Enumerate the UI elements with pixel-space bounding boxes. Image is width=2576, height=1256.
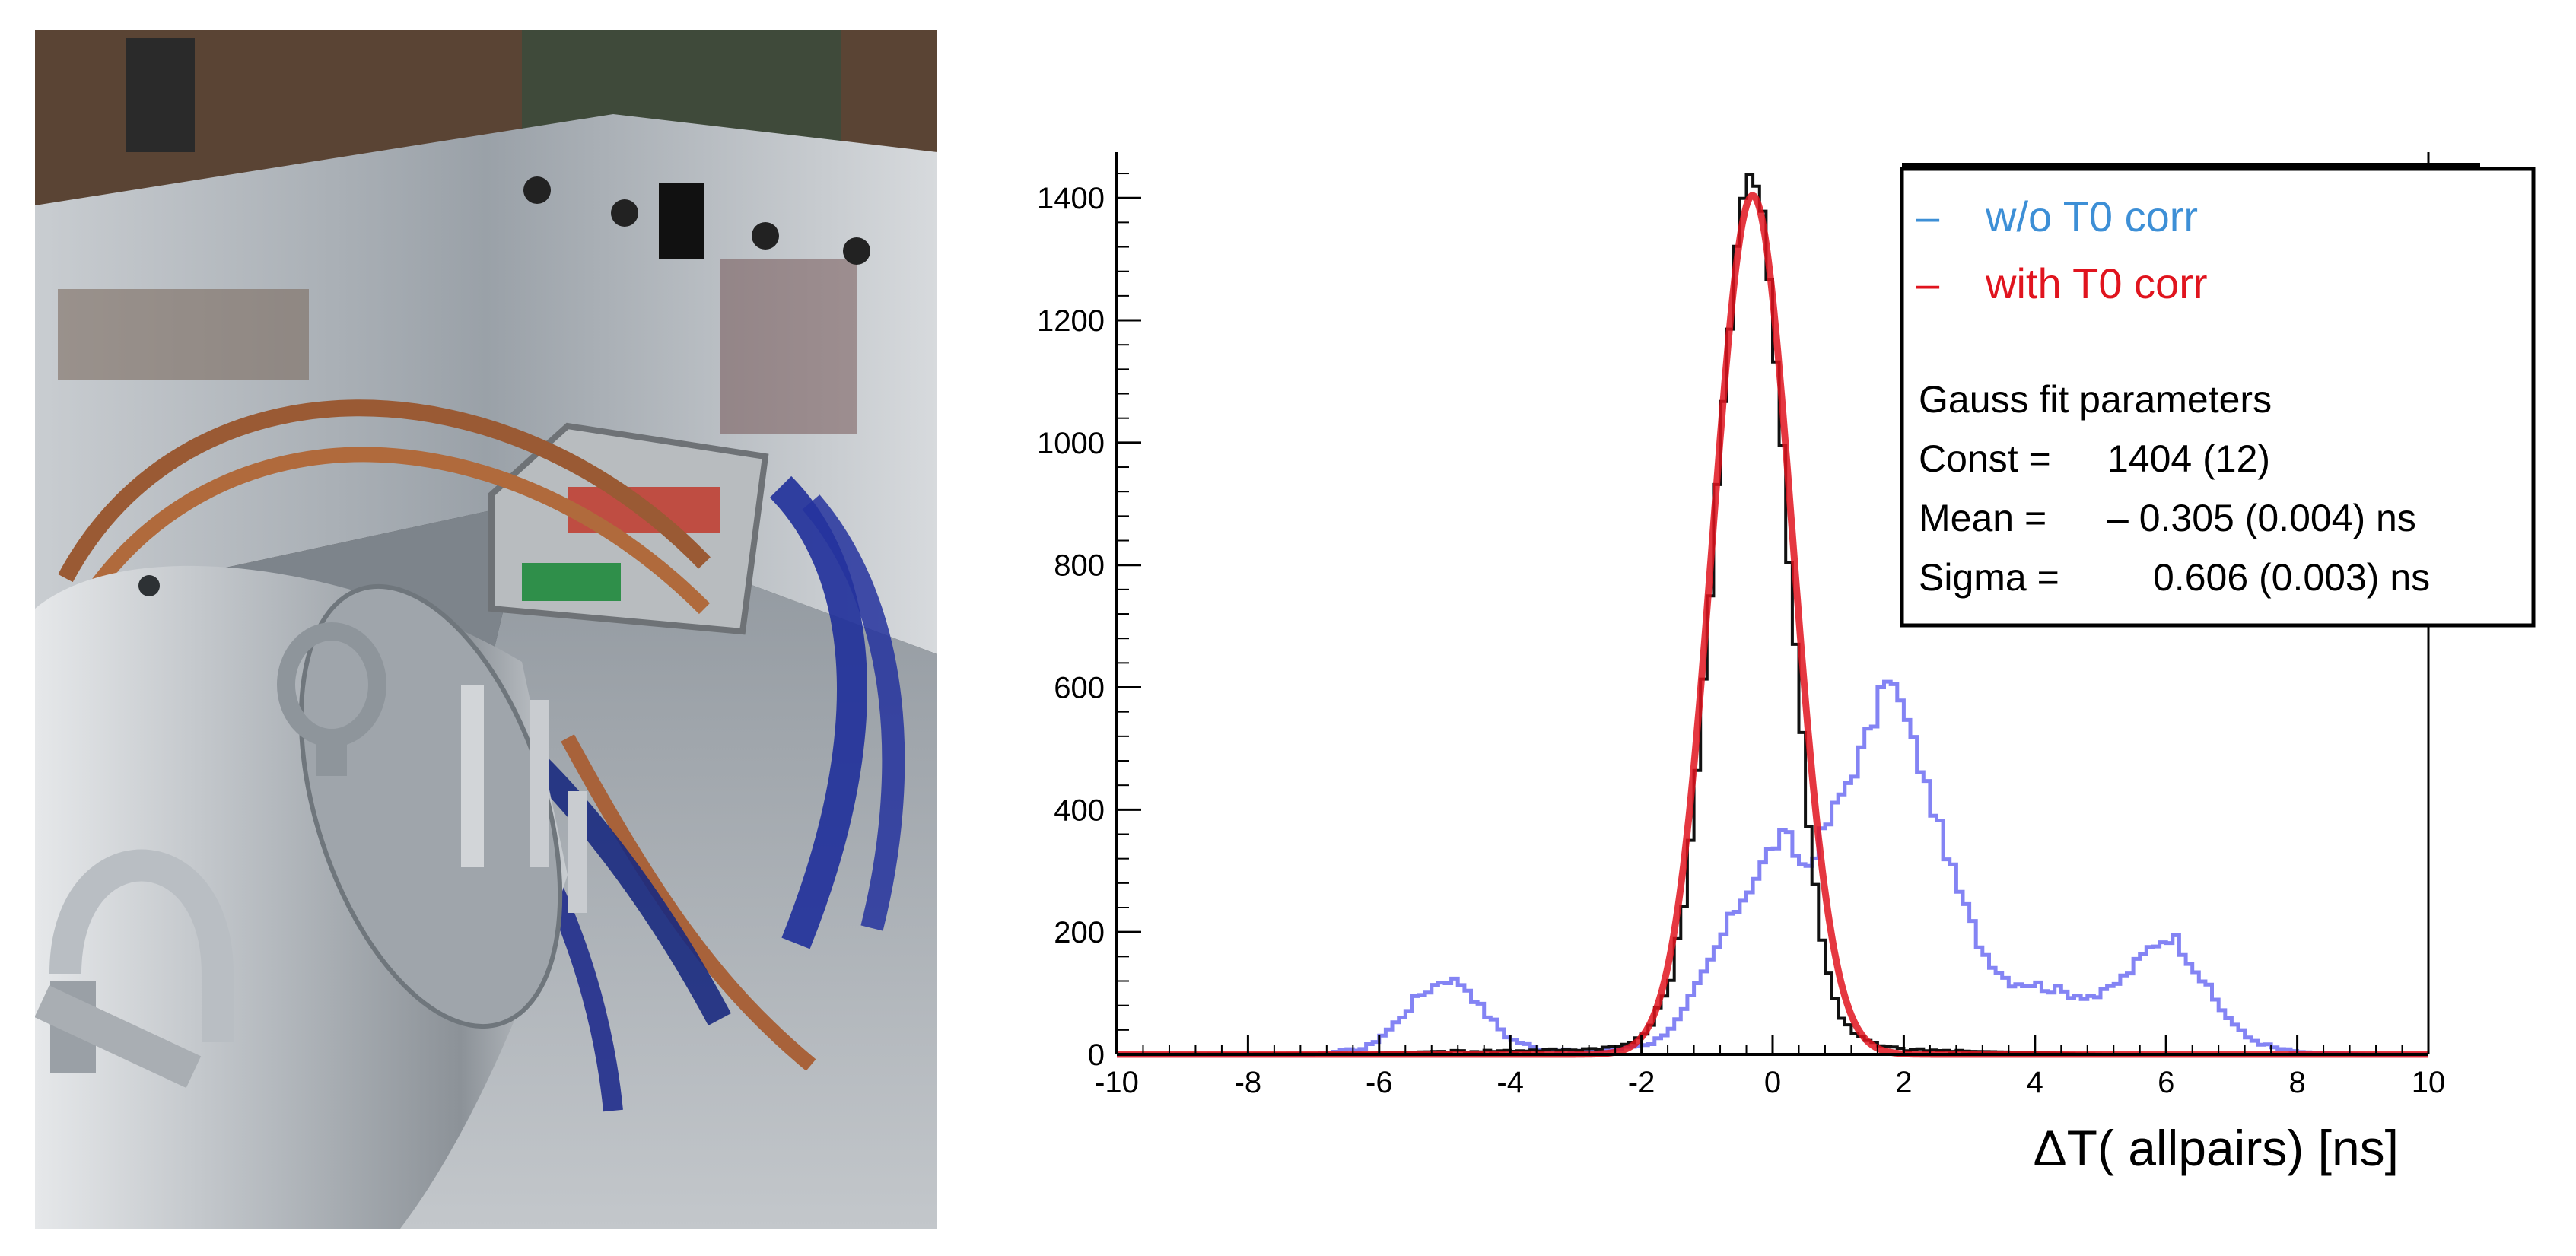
x-tick-label: 4 xyxy=(2027,1066,2043,1099)
y-tick-label: 1400 xyxy=(1037,182,1105,215)
y-tick-label: 400 xyxy=(1054,793,1105,827)
detector-apparatus-photo-icon xyxy=(35,30,937,1229)
y-tick-label: 800 xyxy=(1054,549,1105,583)
x-tick-label: -10 xyxy=(1095,1066,1139,1099)
x-tick-label: 8 xyxy=(2288,1066,2305,1099)
x-tick-label: 2 xyxy=(1895,1066,1912,1099)
legend-dash-blue: – xyxy=(1916,192,1940,240)
legend-entry-without-t0: w/o T0 corr xyxy=(1985,192,2198,240)
fit-sigma-value: 0.606 (0.003) ns xyxy=(2153,556,2430,599)
axis-layer: -10 -8 -6 -4 -2 0 2 4 6 8 10 0 200 400 600 800 1000 1200 1… xyxy=(1037,152,2445,1099)
x-tick-label: -6 xyxy=(1366,1066,1393,1099)
legend-box: – w/o T0 corr – with T0 corr Gauss fit p… xyxy=(1900,163,2536,628)
chart: -10 -8 -6 -4 -2 0 2 4 6 8 10 0 200 400 600 800 1000 1200 1… xyxy=(989,122,2549,1217)
fit-mean-value: – 0.305 (0.004) ns xyxy=(2107,497,2416,539)
series-without-t0-histogram xyxy=(1117,679,2428,1057)
x-tick-label: -4 xyxy=(1496,1066,1524,1099)
x-tick-label: 6 xyxy=(2158,1066,2174,1099)
detector-photo xyxy=(35,30,937,1229)
legend-frame xyxy=(1900,167,2536,628)
fit-mean-label: Mean = xyxy=(1919,497,2046,539)
x-tick-label: -8 xyxy=(1235,1066,1262,1099)
legend-dash-red: – xyxy=(1916,259,1940,307)
x-tick-label: 10 xyxy=(2412,1066,2446,1099)
fit-sigma-label: Sigma = xyxy=(1919,556,2059,599)
y-tick-label: 1200 xyxy=(1037,304,1105,338)
fit-parameters-heading: Gauss fit parameters xyxy=(1919,378,2272,421)
y-tick-label: 200 xyxy=(1054,916,1105,949)
y-tick-label: 1000 xyxy=(1037,427,1105,460)
x-axis-title: ΔT( allpairs) [ns] xyxy=(2034,1120,2399,1176)
y-tick-label: 600 xyxy=(1054,672,1105,705)
legend-entry-with-t0: with T0 corr xyxy=(1985,259,2207,307)
y-tick-label: 0 xyxy=(1088,1038,1105,1072)
fit-const-value: 1404 (12) xyxy=(2107,437,2270,480)
chart-svg: -10 -8 -6 -4 -2 0 2 4 6 8 10 0 200 400 600 800 1000 1200 1… xyxy=(1037,152,2536,1176)
legend-top-line xyxy=(1902,163,2480,167)
fit-const-label: Const = xyxy=(1919,437,2051,480)
x-tick-label: 0 xyxy=(1764,1066,1781,1099)
x-tick-label: -2 xyxy=(1628,1066,1655,1099)
